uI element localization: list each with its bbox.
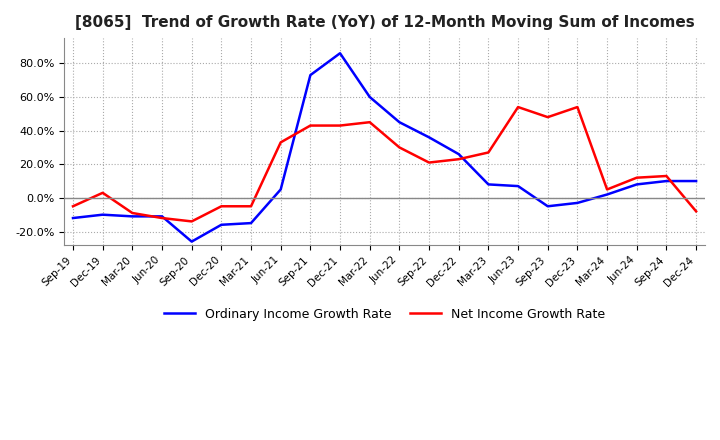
- Net Income Growth Rate: [336, 123, 344, 128]
- Net Income Growth Rate: [514, 104, 523, 110]
- Ordinary Income Growth Rate: [336, 51, 344, 56]
- Net Income Growth Rate: [365, 120, 374, 125]
- Net Income Growth Rate: [632, 175, 641, 180]
- Ordinary Income Growth Rate: [662, 178, 671, 183]
- Net Income Growth Rate: [99, 190, 107, 195]
- Ordinary Income Growth Rate: [247, 220, 256, 226]
- Net Income Growth Rate: [425, 160, 433, 165]
- Ordinary Income Growth Rate: [692, 178, 701, 183]
- Ordinary Income Growth Rate: [99, 212, 107, 217]
- Net Income Growth Rate: [603, 187, 611, 192]
- Ordinary Income Growth Rate: [544, 204, 552, 209]
- Net Income Growth Rate: [544, 114, 552, 120]
- Net Income Growth Rate: [247, 204, 256, 209]
- Ordinary Income Growth Rate: [276, 187, 285, 192]
- Ordinary Income Growth Rate: [217, 222, 225, 227]
- Ordinary Income Growth Rate: [632, 182, 641, 187]
- Net Income Growth Rate: [68, 204, 77, 209]
- Ordinary Income Growth Rate: [514, 183, 523, 189]
- Net Income Growth Rate: [187, 219, 196, 224]
- Ordinary Income Growth Rate: [158, 214, 166, 219]
- Net Income Growth Rate: [306, 123, 315, 128]
- Ordinary Income Growth Rate: [425, 135, 433, 140]
- Ordinary Income Growth Rate: [187, 239, 196, 244]
- Net Income Growth Rate: [484, 150, 492, 155]
- Ordinary Income Growth Rate: [603, 192, 611, 197]
- Net Income Growth Rate: [395, 145, 404, 150]
- Title: [8065]  Trend of Growth Rate (YoY) of 12-Month Moving Sum of Incomes: [8065] Trend of Growth Rate (YoY) of 12-…: [75, 15, 694, 30]
- Net Income Growth Rate: [662, 173, 671, 179]
- Net Income Growth Rate: [573, 104, 582, 110]
- Ordinary Income Growth Rate: [128, 214, 137, 219]
- Legend: Ordinary Income Growth Rate, Net Income Growth Rate: Ordinary Income Growth Rate, Net Income …: [158, 303, 611, 326]
- Line: Ordinary Income Growth Rate: Ordinary Income Growth Rate: [73, 53, 696, 242]
- Net Income Growth Rate: [217, 204, 225, 209]
- Ordinary Income Growth Rate: [454, 151, 463, 157]
- Ordinary Income Growth Rate: [573, 200, 582, 205]
- Net Income Growth Rate: [158, 216, 166, 221]
- Net Income Growth Rate: [276, 140, 285, 145]
- Ordinary Income Growth Rate: [68, 216, 77, 221]
- Line: Net Income Growth Rate: Net Income Growth Rate: [73, 107, 696, 221]
- Net Income Growth Rate: [692, 209, 701, 214]
- Ordinary Income Growth Rate: [365, 94, 374, 99]
- Ordinary Income Growth Rate: [484, 182, 492, 187]
- Ordinary Income Growth Rate: [395, 120, 404, 125]
- Net Income Growth Rate: [454, 157, 463, 162]
- Net Income Growth Rate: [128, 210, 137, 216]
- Ordinary Income Growth Rate: [306, 73, 315, 78]
